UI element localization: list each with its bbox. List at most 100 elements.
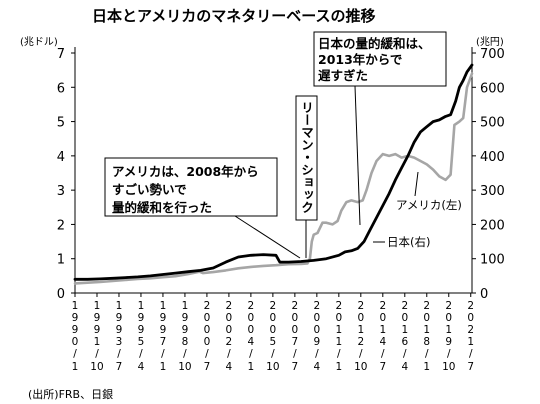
x-tick-month: 1 xyxy=(423,361,430,373)
x-tick-year-digit: 2 xyxy=(335,300,342,312)
x-tick-separator: / xyxy=(403,348,407,360)
left-tick-label: 3 xyxy=(57,184,65,199)
annotation-japan-2013-box xyxy=(313,31,447,87)
x-tick-separator: / xyxy=(337,348,341,360)
x-tick-year-digit: 1 xyxy=(423,324,430,336)
x-tick-year-digit: 9 xyxy=(160,312,167,324)
x-tick-separator: / xyxy=(381,348,385,360)
x-tick-separator: / xyxy=(161,348,165,360)
right-axis-unit: (兆円) xyxy=(476,36,504,48)
usa-label-leader xyxy=(414,171,419,197)
chart-title: 日本とアメリカのマネタリーベースの推移 xyxy=(92,7,376,25)
x-tick-month: 4 xyxy=(401,361,408,373)
right-tick-label: 500 xyxy=(480,116,505,131)
right-tick-label: 300 xyxy=(480,184,505,199)
right-axis-ticks: 0 100 200 300 400 500 600 700 xyxy=(472,47,505,302)
right-tick-label: 600 xyxy=(480,81,505,96)
x-tick-year-digit: 2 xyxy=(401,300,408,312)
x-tick-separator: / xyxy=(227,348,231,360)
annotation-lehman: リーマン・ショック xyxy=(295,95,318,258)
x-tick-year-digit: 2 xyxy=(313,300,320,312)
x-tick-separator: / xyxy=(425,348,429,360)
x-tick-year-digit: 2 xyxy=(467,324,474,336)
x-tick-month: 10 xyxy=(442,361,455,373)
x-tick-separator: / xyxy=(95,348,99,360)
x-tick-year-digit: 2 xyxy=(357,336,364,348)
x-tick-separator: / xyxy=(183,348,187,360)
x-tick-year-digit: 1 xyxy=(182,300,189,312)
x-tick-month: 7 xyxy=(467,361,474,373)
x-tick-year-digit: 2 xyxy=(226,336,233,348)
x-tick-month: 1 xyxy=(248,361,255,373)
x-tick-year-digit: 2 xyxy=(292,300,299,312)
x-tick-year-digit: 0 xyxy=(292,312,299,324)
x-tick-year-digit: 0 xyxy=(401,312,408,324)
left-tick-label: 1 xyxy=(57,253,65,268)
x-tick-year-digit: 7 xyxy=(160,336,167,348)
x-tick-month: 4 xyxy=(313,361,320,373)
japan-series-label: 日本(右) xyxy=(373,235,430,249)
x-tick-year-digit: 2 xyxy=(270,300,277,312)
x-tick-separator: / xyxy=(73,348,77,360)
left-axis-ticks: 0 1 2 3 4 5 6 7 xyxy=(57,47,75,302)
x-tick-year-digit: 6 xyxy=(401,336,408,348)
right-tick-label: 700 xyxy=(480,47,505,62)
x-tick-year-digit: 0 xyxy=(445,312,452,324)
x-tick-year-digit: 4 xyxy=(248,336,255,348)
x-tick-year-digit: 2 xyxy=(379,300,386,312)
x-tick-year-digit: 9 xyxy=(138,312,145,324)
x-tick-year-digit: 2 xyxy=(226,300,233,312)
x-tick-month: 7 xyxy=(379,361,386,373)
x-tick-year-digit: 1 xyxy=(138,300,145,312)
left-tick-label: 0 xyxy=(57,287,65,302)
x-tick-year-digit: 1 xyxy=(445,324,452,336)
x-tick-year-digit: 0 xyxy=(204,312,211,324)
x-tick-year-digit: 2 xyxy=(423,300,430,312)
x-tick-year-digit: 1 xyxy=(335,336,342,348)
x-tick-month: 1 xyxy=(160,361,167,373)
usa-series-label: アメリカ(左) xyxy=(396,171,462,212)
x-tick-year-digit: 8 xyxy=(423,336,430,348)
x-tick-month: 7 xyxy=(204,361,211,373)
annotation-usa-2008-line3: 量的緩和を行った xyxy=(112,200,212,215)
annotation-japan-2013-line3: 遅すぎた xyxy=(318,68,368,83)
x-tick-year-digit: 9 xyxy=(116,312,123,324)
x-tick-year-digit: 2 xyxy=(357,300,364,312)
x-tick-year-digit: 0 xyxy=(292,324,299,336)
x-tick-separator: / xyxy=(469,348,473,360)
x-tick-year-digit: 0 xyxy=(226,324,233,336)
annotation-japan-2013-line1: 日本の量的緩和は、 xyxy=(318,36,431,51)
annotation-japan-2013: 日本の量的緩和は、 2013年からで 遅すぎた xyxy=(313,31,447,226)
x-tick-year-digit: 1 xyxy=(116,300,123,312)
x-tick-year-digit: 1 xyxy=(379,324,386,336)
right-tick-label: 100 xyxy=(480,253,505,268)
x-tick-year-digit: 0 xyxy=(379,312,386,324)
left-axis-unit: (兆ドル) xyxy=(20,36,58,48)
x-tick-year-digit: 0 xyxy=(72,336,79,348)
x-tick-year-digit: 0 xyxy=(204,324,211,336)
left-tick-label: 2 xyxy=(57,218,65,233)
x-tick-year-digit: 9 xyxy=(138,324,145,336)
x-tick-year-digit: 0 xyxy=(204,336,211,348)
x-tick-year-digit: 0 xyxy=(335,312,342,324)
right-tick-label: 400 xyxy=(480,150,505,165)
x-tick-year-digit: 8 xyxy=(182,336,189,348)
left-tick-label: 6 xyxy=(57,81,65,96)
left-tick-label: 4 xyxy=(57,150,65,165)
x-tick-year-digit: 9 xyxy=(116,324,123,336)
x-tick-year-digit: 9 xyxy=(94,312,101,324)
x-tick-year-digit: 9 xyxy=(72,324,79,336)
x-tick-separator: / xyxy=(139,348,143,360)
x-tick-year-digit: 9 xyxy=(160,324,167,336)
